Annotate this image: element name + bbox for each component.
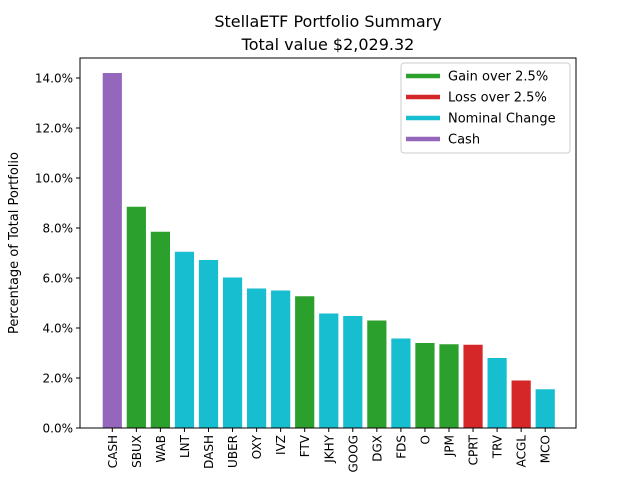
x-tick-label: IVZ xyxy=(274,435,288,455)
x-tick-label: FDS xyxy=(394,435,408,459)
legend-box xyxy=(400,62,571,154)
x-tick-label: MCO xyxy=(539,435,553,463)
legend: Gain over 2.5% Loss over 2.5% Nominal Chan… xyxy=(400,62,571,154)
x-tick-label: CPRT xyxy=(467,434,481,465)
bar-fds xyxy=(391,338,411,428)
bar-sbux xyxy=(126,206,146,428)
x-tick-label: ACGL xyxy=(515,435,529,468)
x-tick-label: DASH xyxy=(202,435,216,469)
x-tick-label: OXY xyxy=(250,434,264,459)
y-tick-label: 12.0% xyxy=(35,122,73,136)
x-tick-label: LNT xyxy=(178,434,192,458)
bar-lnt xyxy=(174,251,195,428)
y-tick-label: 6.0% xyxy=(43,272,74,286)
legend-items: Gain over 2.5% Loss over 2.5% Nominal Chan… xyxy=(406,70,556,148)
bar-acgl xyxy=(511,380,531,428)
y-tick-label: 2.0% xyxy=(43,372,74,386)
y-tick-label: 10.0% xyxy=(35,172,73,186)
bar-oxy xyxy=(247,288,267,428)
chart-title-line2: Total value $2,029.32 xyxy=(241,35,415,54)
bar-uber xyxy=(222,277,243,428)
legend-label: Loss over 2.5% xyxy=(448,91,547,106)
y-tick-label: 4.0% xyxy=(43,322,74,336)
x-tick-label: JPM xyxy=(443,435,457,457)
chart-title-line1: StellaETF Portfolio Summary xyxy=(214,12,441,31)
y-tick-label: 8.0% xyxy=(43,222,74,236)
bar-jkhy xyxy=(319,313,339,428)
x-tick-label: FTV xyxy=(298,434,312,457)
x-tick-label: JKHY xyxy=(322,434,336,463)
plot-frame xyxy=(79,57,577,429)
x-tick-label: O xyxy=(418,435,432,444)
y-axis-label: Percentage of Total Portfolio xyxy=(7,152,22,334)
x-tick-label: DGX xyxy=(370,435,384,462)
bar-dash xyxy=(198,260,219,428)
bar-mco xyxy=(535,389,555,428)
x-tick-label: UBER xyxy=(226,435,240,468)
x-tick-label: GOOG xyxy=(346,435,360,473)
legend-label: Gain over 2.5% xyxy=(448,70,548,85)
bar-cprt xyxy=(463,344,483,428)
x-tick-label: WAB xyxy=(154,435,168,463)
bar-wab xyxy=(150,231,170,428)
bar-goog xyxy=(343,316,363,428)
bar-o xyxy=(415,343,435,428)
x-tick-label: TRV xyxy=(491,434,505,459)
legend-label: Nominal Change xyxy=(448,112,556,127)
bar-cash xyxy=(102,73,122,428)
x-tick-label: CASH xyxy=(106,435,120,468)
bar-dgx xyxy=(367,320,387,428)
x-tick-label: SBUX xyxy=(130,435,144,468)
bar-jpm xyxy=(439,344,459,428)
x-ticks-group: CASH SBUX WAB LNT DASH UBER OXY IVZ FTV JKHY GOOG D… xyxy=(106,428,553,473)
bar-ftv xyxy=(295,296,315,428)
bar-ivz xyxy=(271,290,291,428)
y-tick-label: 0.0% xyxy=(43,422,74,436)
y-tick-label: 14.0% xyxy=(35,72,73,86)
y-ticks-group: 0.0% 2.0% 4.0% 6.0% 8.0% 10.0% 12.0% 14.0% xyxy=(35,72,80,436)
bar-trv xyxy=(487,358,507,428)
bars-group xyxy=(102,73,555,428)
legend-label: Cash xyxy=(448,133,480,148)
